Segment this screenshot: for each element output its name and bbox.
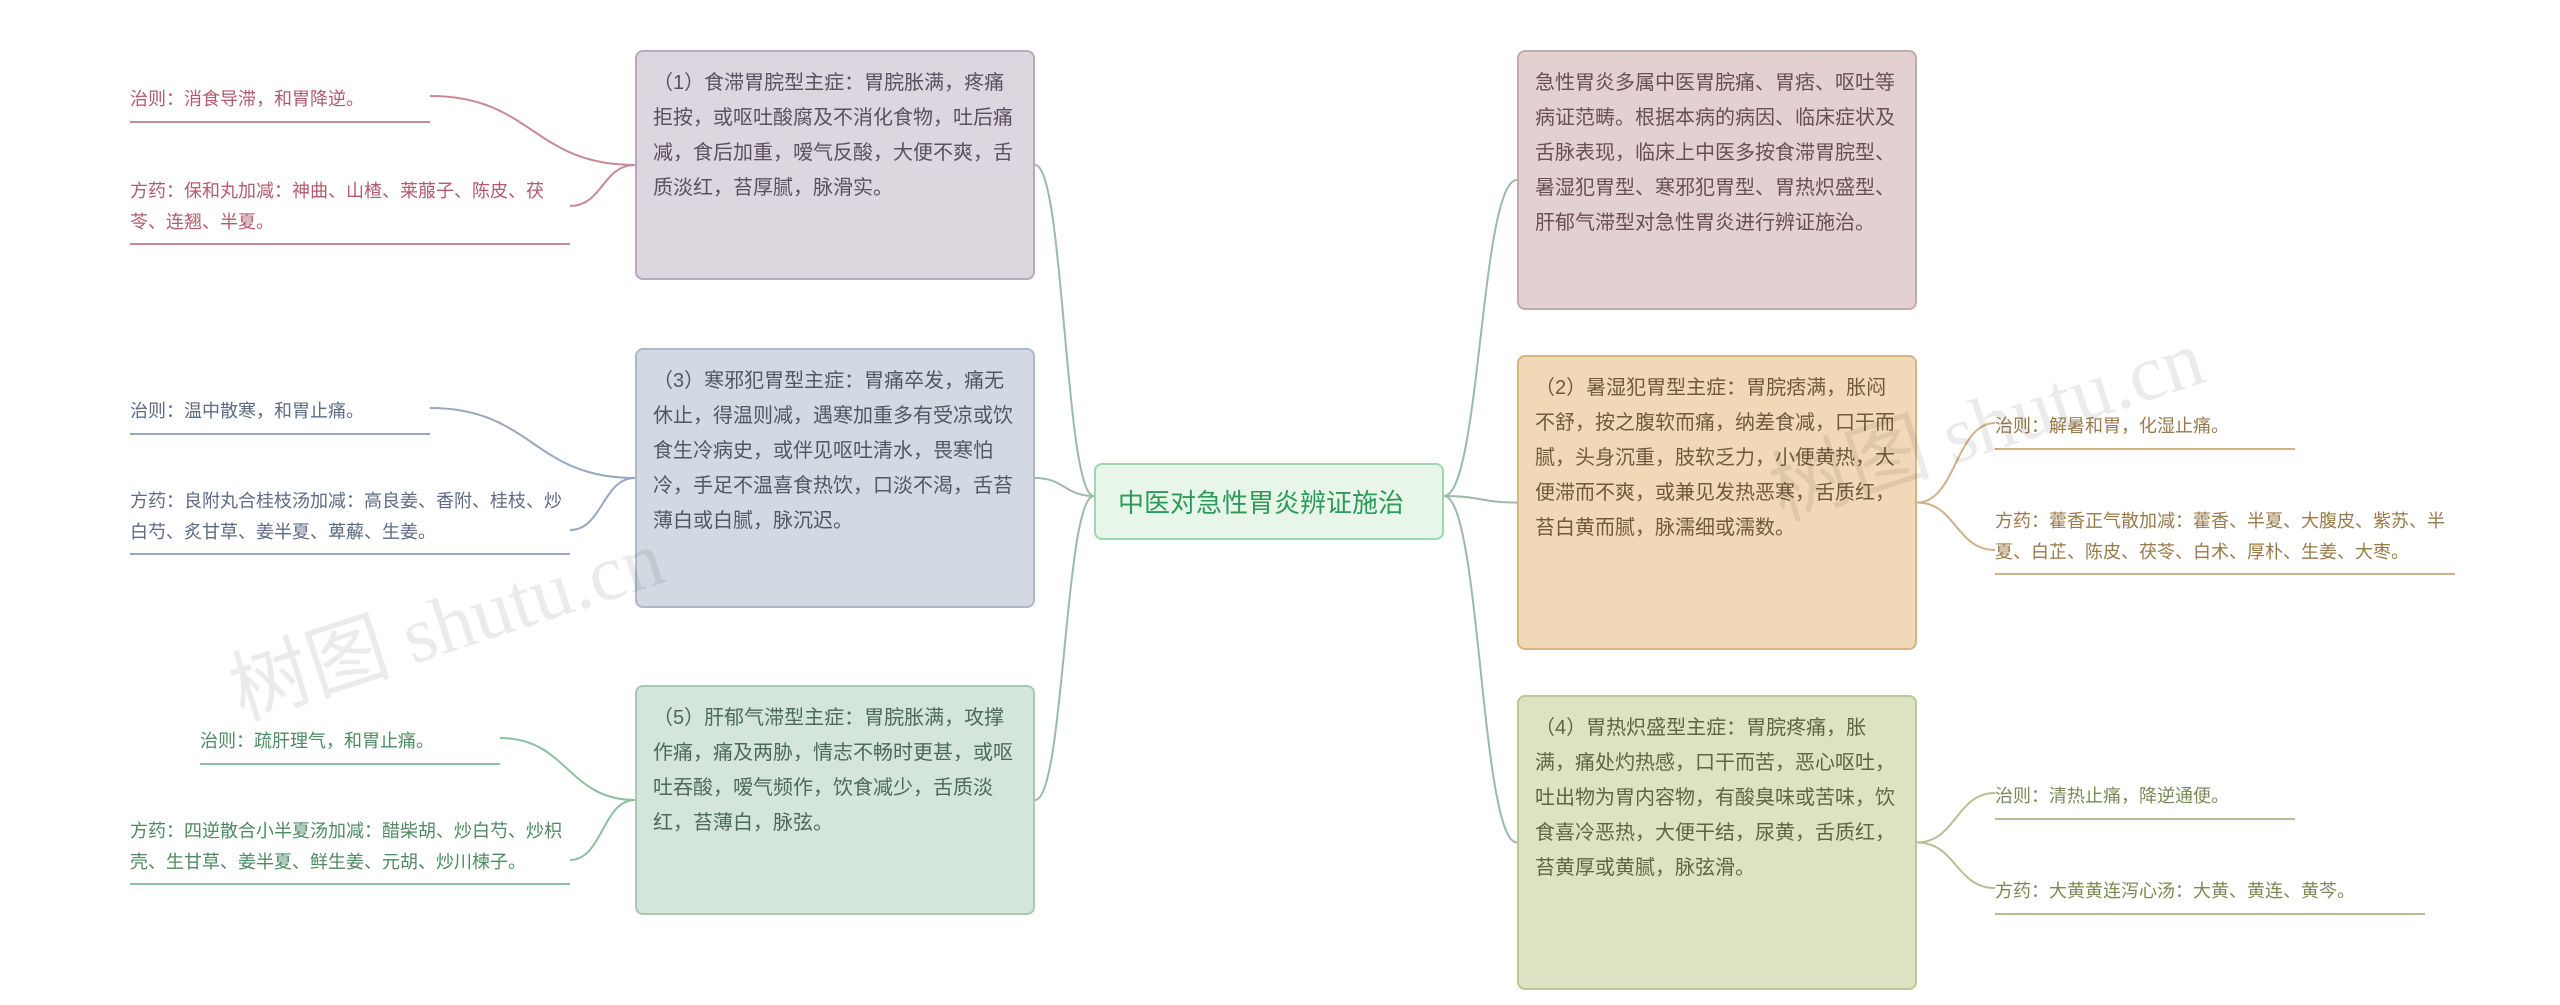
branch-n5: （5）肝郁气滞型主症：胃脘胀满，攻撑作痛，痛及两胁，情志不畅时更甚，或呕吐吞酸，… bbox=[635, 685, 1035, 915]
leaf-n2a: 治则：解暑和胃，化湿止痛。 bbox=[1995, 405, 2295, 450]
leaf-n1b: 方药：保和丸加减：神曲、山楂、莱菔子、陈皮、茯苓、连翘、半夏。 bbox=[130, 170, 570, 245]
branch-n2: （2）暑湿犯胃型主症：胃脘痞满，胀闷不舒，按之腹软而痛，纳差食减，口干而腻，头身… bbox=[1517, 355, 1917, 650]
branch-n4: （4）胃热炽盛型主症：胃脘疼痛，胀满，痛处灼热感，口干而苦，恶心呕吐，吐出物为胃… bbox=[1517, 695, 1917, 990]
root-label: 中医对急性胃炎辨证施治 bbox=[1118, 488, 1404, 518]
leaf-n5a: 治则：疏肝理气，和胃止痛。 bbox=[200, 720, 500, 765]
leaf-n3b: 方药：良附丸合桂枝汤加减：高良姜、香附、桂枝、炒白芍、炙甘草、姜半夏、萆薢、生姜… bbox=[130, 480, 570, 555]
mindmap-root: 中医对急性胃炎辨证施治 bbox=[1094, 463, 1444, 540]
branch-n1: （1）食滞胃脘型主症：胃脘胀满，疼痛拒按，或呕吐酸腐及不消化食物，吐后痛减，食后… bbox=[635, 50, 1035, 280]
leaf-n4a: 治则：清热止痛，降逆通便。 bbox=[1995, 775, 2295, 820]
leaf-n4b: 方药：大黄黄连泻心汤：大黄、黄连、黄芩。 bbox=[1995, 870, 2425, 915]
leaf-n3a: 治则：温中散寒，和胃止痛。 bbox=[130, 390, 430, 435]
branch-n3: （3）寒邪犯胃型主症：胃痛卒发，痛无休止，得温则减，遇寒加重多有受凉或饮食生冷病… bbox=[635, 348, 1035, 608]
leaf-n1a: 治则：消食导滞，和胃降逆。 bbox=[130, 78, 430, 123]
branch-intro: 急性胃炎多属中医胃脘痛、胃痞、呕吐等病证范畴。根据本病的病因、临床症状及舌脉表现… bbox=[1517, 50, 1917, 310]
leaf-n5b: 方药：四逆散合小半夏汤加减：醋柴胡、炒白芍、炒枳壳、生甘草、姜半夏、鲜生姜、元胡… bbox=[130, 810, 570, 885]
leaf-n2b: 方药：藿香正气散加减：藿香、半夏、大腹皮、紫苏、半夏、白芷、陈皮、茯苓、白术、厚… bbox=[1995, 500, 2455, 575]
